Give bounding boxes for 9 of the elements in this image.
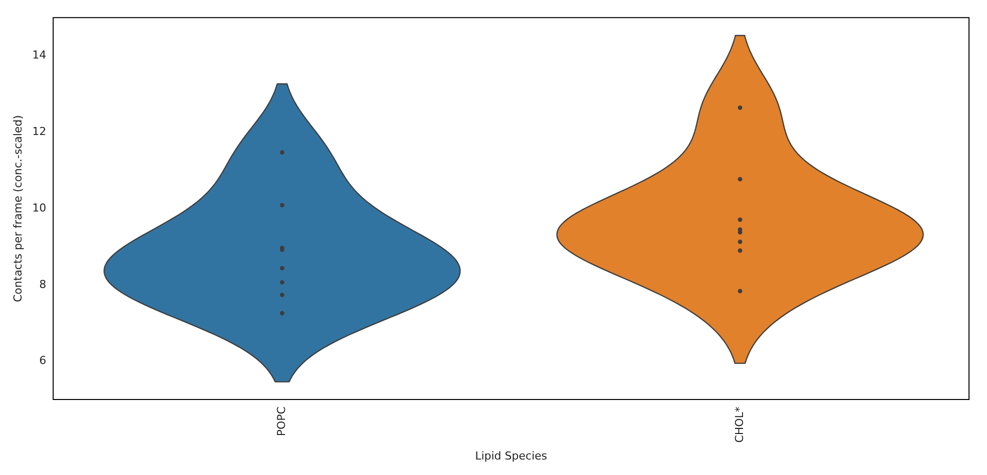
y-axis-title: Contacts per frame (conc.-scaled) [11,115,24,302]
y-tick-label: 12 [32,125,46,138]
x-axis-title: Lipid Species [475,449,548,462]
y-tick-label: 10 [32,201,46,214]
y-tick-label: 14 [32,48,46,62]
y-tick-label: 8 [39,278,46,291]
x-tick-label: POPC [275,406,288,436]
y-tick-label: 6 [39,354,46,368]
x-tick-label: CHOL* [732,406,746,443]
